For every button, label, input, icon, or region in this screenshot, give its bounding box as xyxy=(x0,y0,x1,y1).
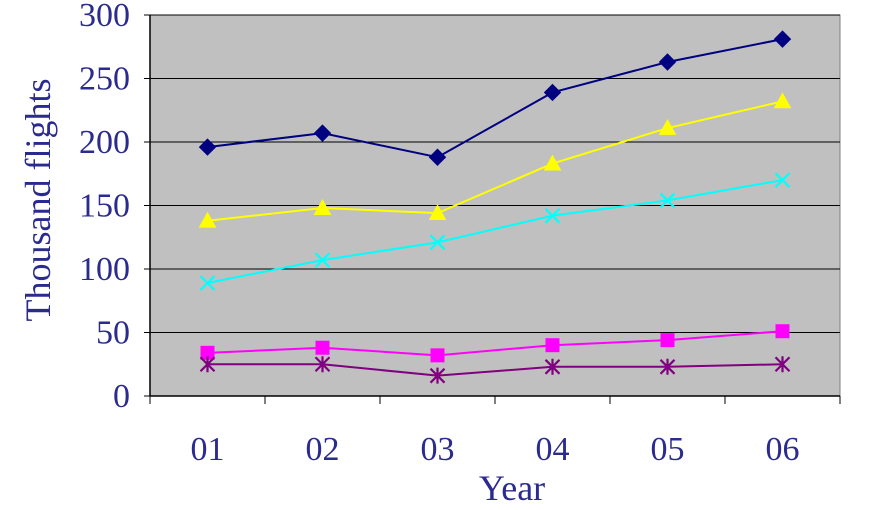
data-point xyxy=(199,356,216,373)
data-point xyxy=(428,204,447,221)
data-point xyxy=(659,192,676,209)
data-point xyxy=(773,30,792,48)
data-point xyxy=(775,324,790,339)
x-tick-label: 03 xyxy=(421,431,455,468)
y-tick-label: 250 xyxy=(79,61,130,98)
data-point xyxy=(544,358,561,375)
data-point xyxy=(545,338,560,353)
data-point xyxy=(313,124,332,142)
y-tick-labels: 0 50 100 150 200 250 300 xyxy=(79,0,130,415)
data-point xyxy=(544,207,561,224)
series-line xyxy=(207,330,783,357)
data-point xyxy=(314,356,331,373)
data-point xyxy=(315,340,330,355)
data-point xyxy=(659,358,676,375)
series-line xyxy=(207,38,783,159)
y-tick-label: 0 xyxy=(113,378,130,415)
data-point xyxy=(429,234,446,251)
y-axis-title: Thousand flights xyxy=(18,79,58,322)
data-point xyxy=(543,154,562,171)
x-tick-label: 05 xyxy=(651,431,685,468)
data-point xyxy=(200,345,215,360)
x-tick-labels: 01 02 03 04 05 06 xyxy=(191,431,800,468)
y-tick-label: 200 xyxy=(79,124,130,161)
data-point xyxy=(198,138,217,156)
data-point xyxy=(430,348,445,363)
data-point xyxy=(658,119,677,135)
x-tick-label: 01 xyxy=(191,431,225,468)
gridlines xyxy=(150,14,840,333)
data-point xyxy=(199,275,216,291)
x-tick-label: 02 xyxy=(306,431,340,468)
y-tick-label: 50 xyxy=(96,315,130,352)
data-point xyxy=(658,53,677,71)
x-tick-label: 04 xyxy=(536,431,570,468)
x-tick-label: 06 xyxy=(766,431,800,468)
series-1 xyxy=(198,30,792,166)
data-point xyxy=(314,252,331,268)
y-tick-label: 150 xyxy=(79,188,130,225)
data-point xyxy=(660,333,675,348)
x-axis-title: Year xyxy=(479,468,545,508)
data-point xyxy=(773,92,792,109)
series-2 xyxy=(198,92,792,228)
series-3 xyxy=(199,172,791,291)
data-point xyxy=(198,211,217,228)
axes xyxy=(144,14,841,404)
data-point xyxy=(774,172,791,188)
series-line xyxy=(207,363,783,377)
data-point xyxy=(313,199,332,215)
series-line xyxy=(207,100,783,222)
data-point xyxy=(774,356,791,373)
data-point xyxy=(428,148,447,166)
series-4 xyxy=(200,324,790,363)
data-point xyxy=(429,367,446,384)
data-point xyxy=(543,83,562,102)
y-tick-label: 300 xyxy=(79,0,130,34)
series-lines xyxy=(198,30,792,384)
y-tick-label: 100 xyxy=(79,251,130,288)
series-5 xyxy=(199,356,791,384)
series-line xyxy=(207,179,783,284)
